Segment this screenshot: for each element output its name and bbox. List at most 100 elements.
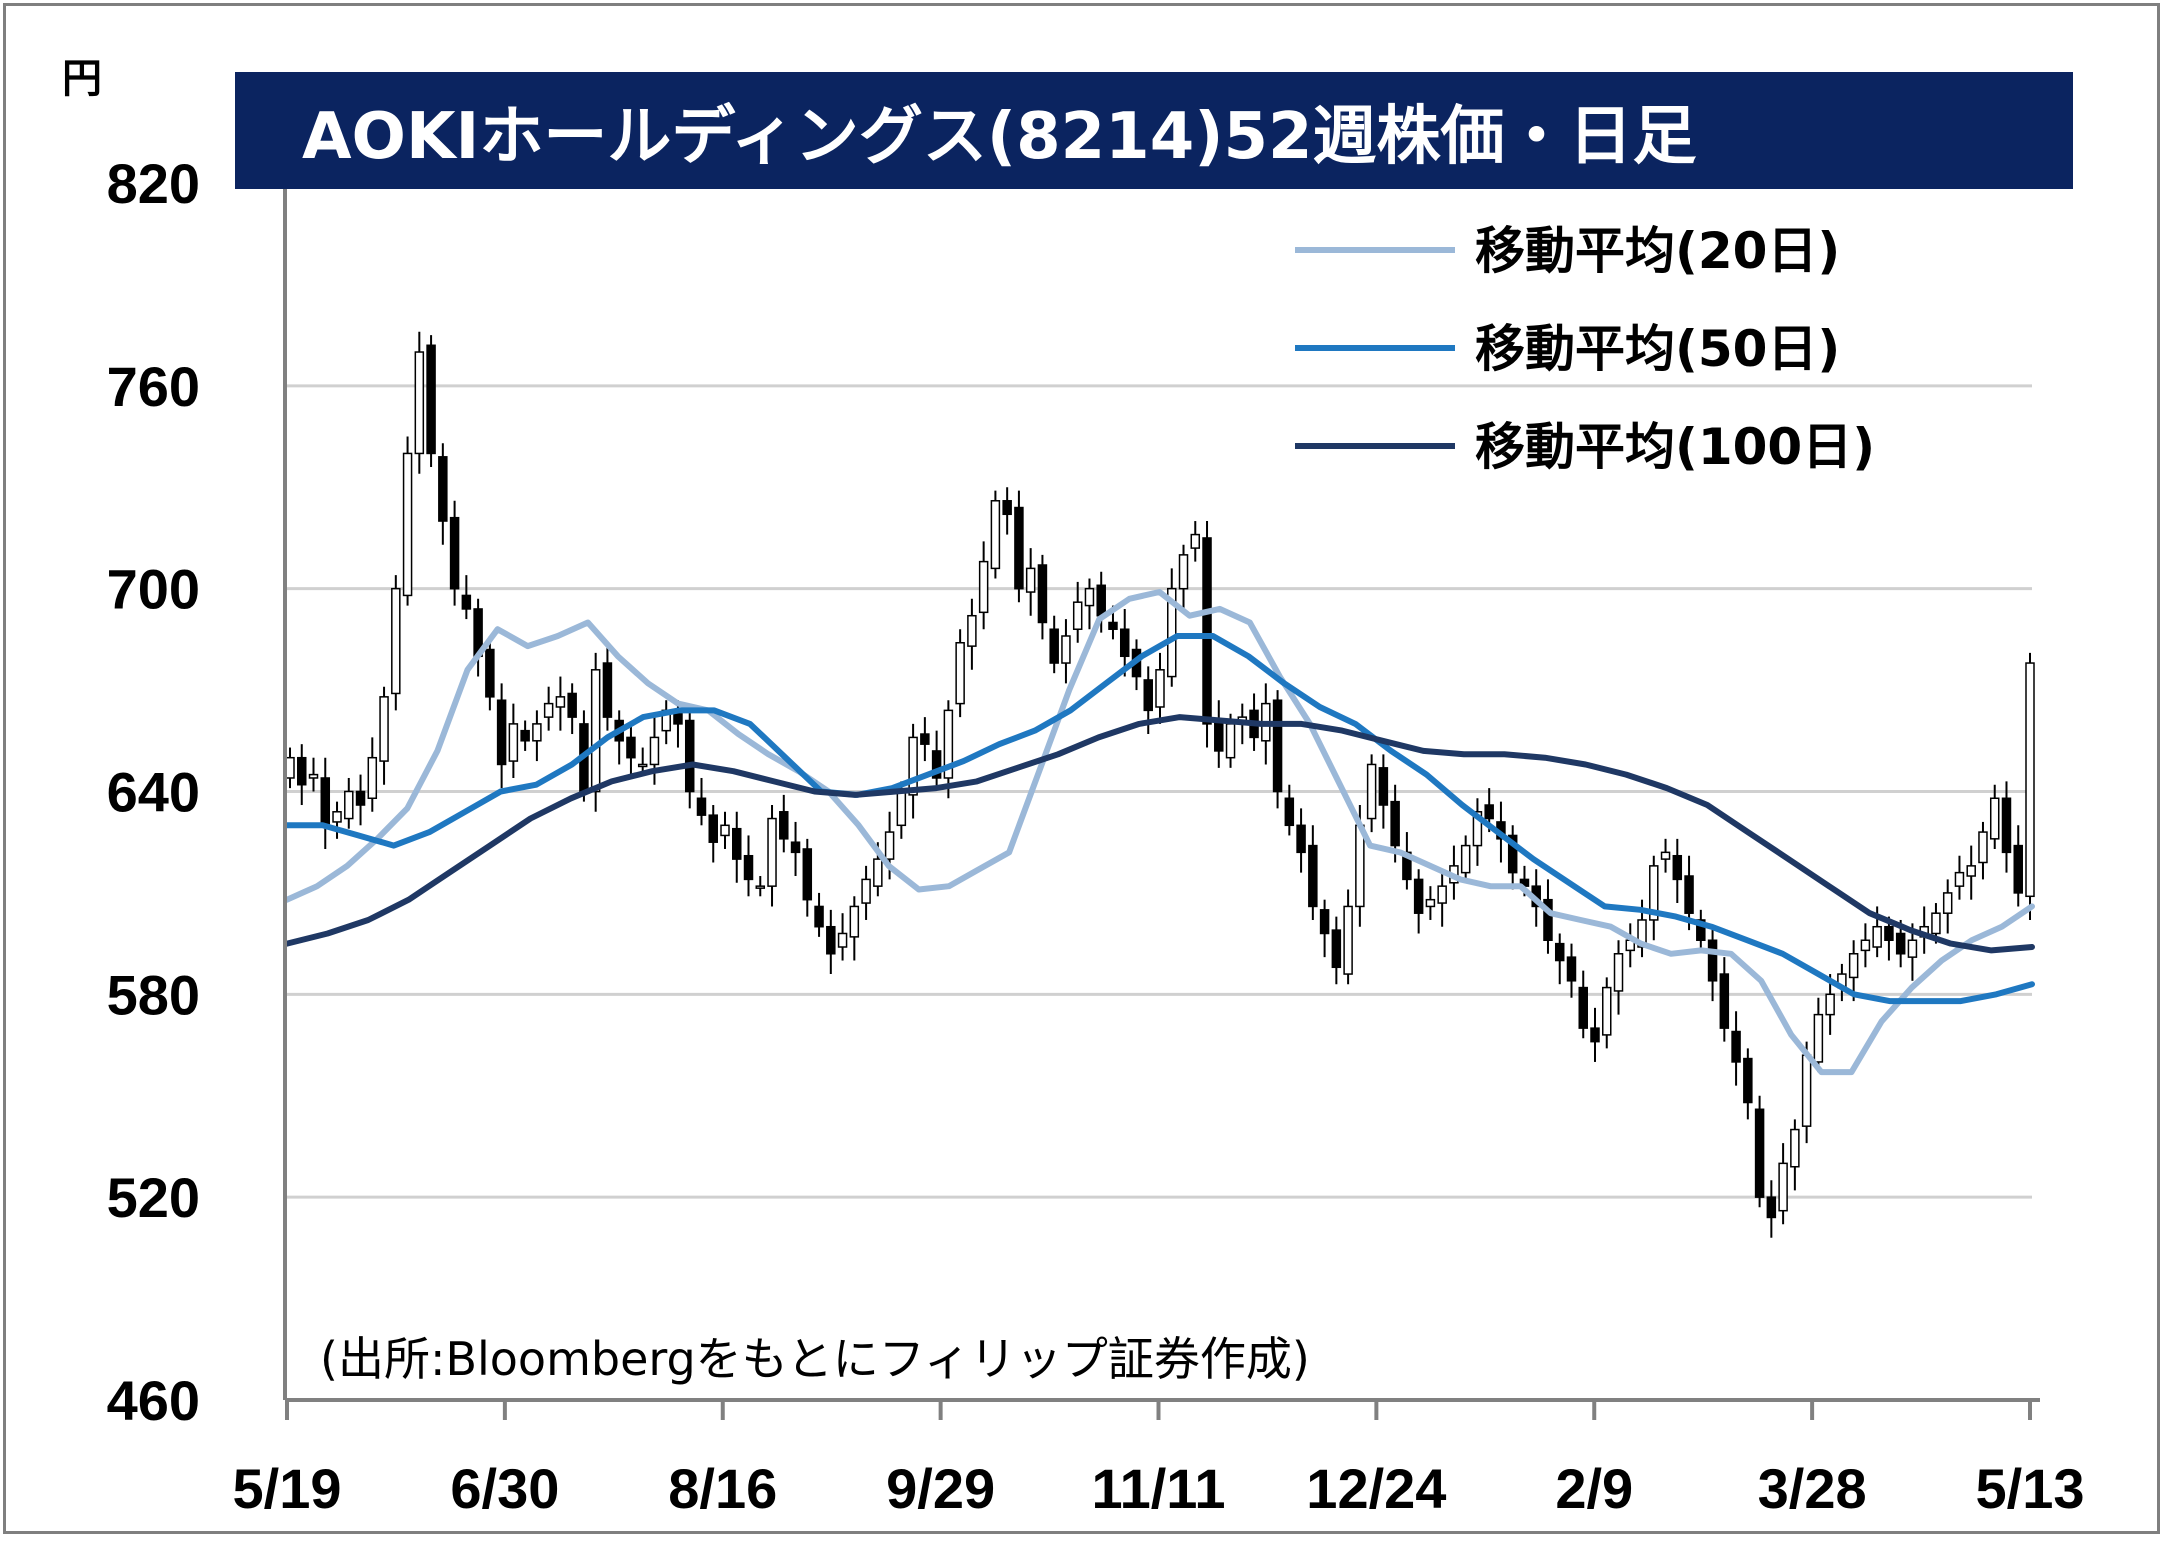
- candle-body: [790, 841, 801, 854]
- candle-body: [508, 723, 519, 762]
- y-tick-label: 460: [107, 1369, 200, 1432]
- candle-body: [1848, 953, 1859, 979]
- candle-body: [1272, 699, 1283, 793]
- candle-body: [1072, 601, 1083, 630]
- candle-body: [1872, 925, 1882, 948]
- x-tick-label: 12/24: [1306, 1457, 1446, 1520]
- candle-body: [896, 790, 907, 827]
- y-tick-label: 640: [107, 761, 200, 824]
- legend: 移動平均(20日) 移動平均(50日) 移動平均(100日): [1295, 222, 1875, 476]
- candle-body: [1696, 919, 1706, 941]
- candle-body: [908, 736, 918, 796]
- candle-body: [1308, 844, 1318, 908]
- candle-body: [1037, 564, 1048, 624]
- candle-body: [1390, 800, 1400, 847]
- x-tick-label: 2/9: [1555, 1457, 1633, 1520]
- candle-body: [2025, 662, 2035, 898]
- series-line: [284, 589, 2035, 1076]
- y-axis-unit: 円: [62, 56, 102, 102]
- candle-body: [543, 702, 554, 718]
- source-note: (出所:Bloombergをもとにフィリップ証券作成): [320, 1332, 1310, 1386]
- candle-body: [449, 516, 460, 590]
- candle-body: [320, 777, 331, 827]
- candle-body: [1754, 1108, 1765, 1198]
- candle-body: [943, 709, 954, 779]
- candle-body: [308, 773, 319, 779]
- legend-label: 移動平均(50日): [1475, 320, 1840, 378]
- candle-body: [1860, 939, 1871, 952]
- candle-body: [1284, 797, 1295, 827]
- candle-body: [920, 733, 930, 745]
- candle-body: [1002, 500, 1012, 516]
- candle-body: [414, 351, 425, 455]
- candle-body: [720, 824, 730, 837]
- candle-body: [955, 642, 965, 705]
- candle-body: [1660, 851, 1671, 860]
- candle-body: [755, 885, 766, 889]
- candle-body: [1578, 986, 1588, 1029]
- candle-body: [355, 790, 366, 806]
- candle-body: [1472, 811, 1483, 847]
- candle-body: [990, 500, 1001, 570]
- candle-body: [931, 750, 942, 779]
- candle-body: [626, 736, 636, 759]
- candle-body: [1766, 1196, 1777, 1219]
- candle-body: [708, 814, 718, 843]
- candle-body: [1202, 537, 1212, 725]
- candle-body: [1214, 719, 1224, 752]
- candle-body: [1108, 621, 1118, 630]
- candle-body: [873, 858, 883, 887]
- chart-title: AOKIホールディングス(8214)52週株価・日足: [302, 100, 1697, 174]
- candle-body: [684, 719, 695, 793]
- x-tick-label: 3/28: [1758, 1457, 1867, 1520]
- moving-average-lines: [284, 589, 2035, 1076]
- x-tick-label: 5/13: [1976, 1457, 2085, 1520]
- candle-body: [1296, 824, 1306, 854]
- candle-body: [1554, 942, 1565, 962]
- candle-body: [590, 669, 601, 793]
- candle-body: [884, 831, 895, 860]
- candle-body: [1566, 956, 1577, 982]
- y-tick-label: 700: [107, 558, 200, 621]
- candle-body: [1484, 804, 1494, 820]
- candle-body: [285, 756, 295, 779]
- candle-body: [379, 696, 389, 762]
- candle-body: [1966, 865, 1976, 877]
- candle-body: [1014, 506, 1024, 590]
- candle-body: [461, 594, 472, 610]
- candle-body: [673, 712, 683, 725]
- candle-body: [802, 848, 813, 901]
- y-tick-label: 580: [107, 963, 200, 1026]
- candle-body: [814, 905, 824, 928]
- candle-body: [1895, 932, 1906, 955]
- candle-body: [1649, 865, 1659, 921]
- candle-body: [767, 817, 777, 887]
- series-line: [284, 633, 2035, 1005]
- candle-body: [1954, 871, 1965, 887]
- candle-body: [978, 560, 989, 614]
- candle-body: [649, 736, 660, 766]
- candle-body: [1025, 567, 1036, 593]
- candle-body: [567, 692, 577, 718]
- axes: 820 760 700 640 580 520 460 5/19 6/30 8/16 9/29 11/…: [107, 152, 2085, 1520]
- candle-body: [496, 699, 507, 766]
- candle-body: [1907, 939, 1918, 958]
- title-banner: [235, 72, 2073, 189]
- candle-body: [426, 344, 436, 455]
- chart-frame: [3, 3, 2160, 1534]
- candle-body: [2013, 844, 2023, 894]
- candle-body: [1460, 844, 1471, 874]
- candle-body: [1378, 767, 1389, 806]
- x-tick-label: 6/30: [450, 1457, 559, 1520]
- candle-body: [532, 723, 542, 742]
- candle-body: [1731, 1030, 1741, 1063]
- candle-body: [1084, 587, 1095, 607]
- candle-body: [1167, 587, 1177, 678]
- candle-body: [1602, 986, 1612, 1036]
- candle-body: [1778, 1162, 1788, 1212]
- candle-body: [1437, 885, 1447, 904]
- candle-body: [520, 729, 530, 742]
- x-tick-label: 5/19: [233, 1457, 342, 1520]
- x-tick-label: 11/11: [1092, 1457, 1226, 1520]
- candle-body: [367, 756, 378, 800]
